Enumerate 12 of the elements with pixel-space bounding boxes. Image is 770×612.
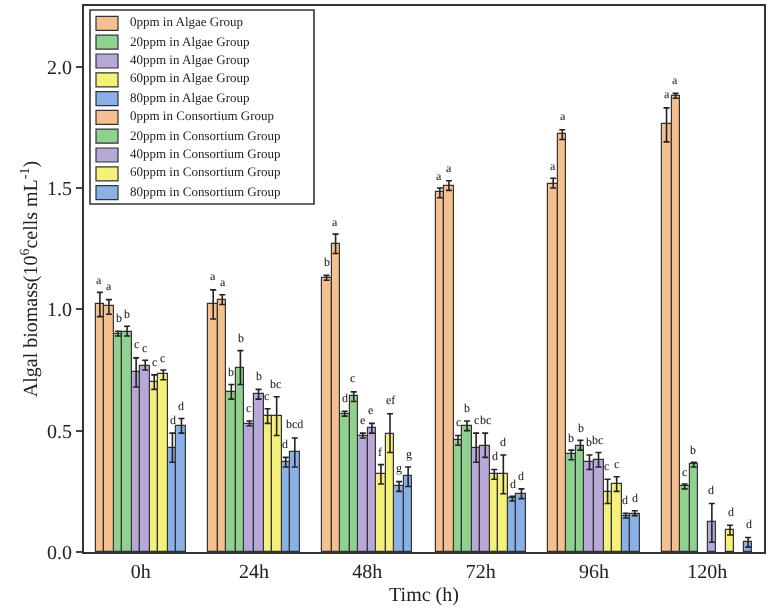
y-tick-label: 0.0 <box>47 543 72 565</box>
x-tick-label: 96h <box>579 562 609 584</box>
x-tick-label: 72h <box>465 562 496 584</box>
y-tick-label: 1.5 <box>47 179 72 201</box>
y-tick-label: 2.0 <box>47 57 72 80</box>
y-tick-label: 1.0 <box>47 300 72 323</box>
x-tick-label: 24h <box>239 562 269 584</box>
x-axis-title: Timc (h) <box>389 585 459 607</box>
x-tick-label: 120h <box>687 562 728 584</box>
y-tick-label: 0.5 <box>47 421 72 444</box>
x-tick-label: 0h <box>130 562 151 584</box>
x-tick-label: 48h <box>352 562 383 584</box>
